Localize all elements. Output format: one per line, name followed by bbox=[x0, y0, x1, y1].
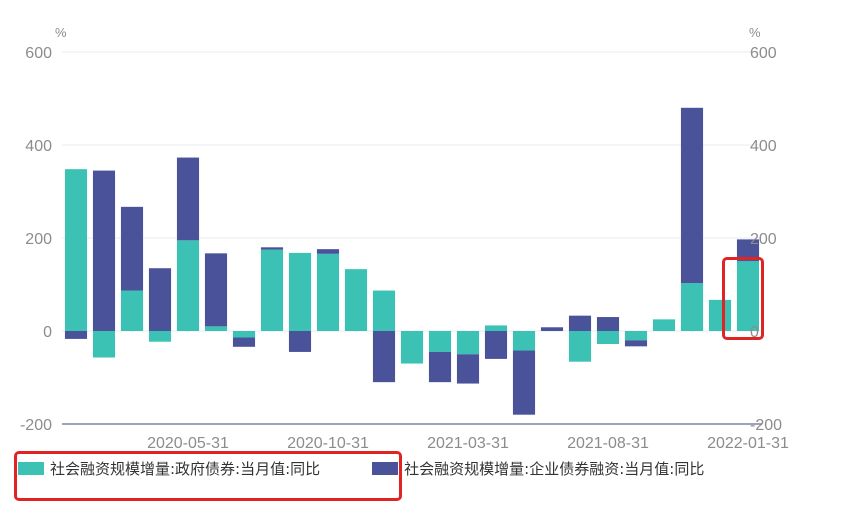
legend: 社会融资规模增量:政府债券:当月值:同比 社会融资规模增量:企业债券融资:当月值… bbox=[18, 458, 704, 479]
bar-government-bonds[interactable] bbox=[64, 169, 88, 331]
legend-item-government-bonds[interactable]: 社会融资规模增量:政府债券:当月值:同比 bbox=[18, 458, 320, 479]
bar-government-bonds[interactable] bbox=[92, 331, 116, 358]
bar-government-bonds[interactable] bbox=[456, 331, 480, 355]
bar-government-bonds[interactable] bbox=[288, 252, 312, 331]
y-tick-label-right: 400 bbox=[750, 138, 777, 155]
bar-government-bonds[interactable] bbox=[680, 283, 704, 331]
bar-corporate-bonds[interactable] bbox=[428, 351, 452, 383]
axes: -200 -200 0 0 200 200 400 400 600 600 2020-05-31 20… bbox=[20, 45, 789, 452]
bar-corporate-bonds[interactable] bbox=[176, 157, 200, 241]
bar-government-bonds[interactable] bbox=[596, 331, 620, 345]
x-tick-label: 2020-10-31 bbox=[287, 435, 369, 452]
bar-government-bonds[interactable] bbox=[232, 331, 256, 338]
x-tick-label: 2021-03-31 bbox=[427, 435, 509, 452]
bar-corporate-bonds[interactable] bbox=[372, 331, 396, 383]
bar-government-bonds[interactable] bbox=[568, 331, 592, 362]
bar-corporate-bonds[interactable] bbox=[260, 247, 284, 250]
bar-corporate-bonds[interactable] bbox=[92, 170, 116, 331]
x-tick-label: 2022-01-31 bbox=[707, 435, 789, 452]
bar-government-bonds[interactable] bbox=[176, 240, 200, 331]
y-tick-label-left: 600 bbox=[25, 45, 52, 62]
y-tick-label-right: -200 bbox=[750, 417, 782, 434]
right-unit-label: % bbox=[749, 25, 761, 40]
bar-government-bonds[interactable] bbox=[652, 319, 676, 331]
legend-item-corporate-bonds[interactable]: 社会融资规模增量:企业债券融资:当月值:同比 bbox=[372, 458, 704, 479]
bar-government-bonds[interactable] bbox=[372, 290, 396, 331]
bar-corporate-bonds[interactable] bbox=[596, 317, 620, 331]
bar-corporate-bonds[interactable] bbox=[204, 253, 228, 327]
legend-swatch-corporate-bonds bbox=[372, 462, 399, 475]
bar-government-bonds[interactable] bbox=[400, 331, 424, 364]
legend-highlight-box bbox=[14, 451, 402, 501]
y-tick-label-right: 0 bbox=[750, 324, 759, 341]
bar-government-bonds[interactable] bbox=[120, 290, 144, 331]
bar-corporate-bonds[interactable] bbox=[64, 331, 88, 339]
y-tick-label-left: 0 bbox=[43, 324, 52, 341]
bar-corporate-bonds[interactable] bbox=[624, 340, 648, 347]
bar-government-bonds[interactable] bbox=[484, 325, 508, 331]
x-tick-label: 2020-05-31 bbox=[147, 435, 229, 452]
y-tick-label-right: 200 bbox=[750, 231, 777, 248]
legend-label-corporate-bonds: 社会融资规模增量:企业债券融资:当月值:同比 bbox=[404, 460, 705, 478]
bar-government-bonds[interactable] bbox=[736, 261, 760, 331]
bar-government-bonds[interactable] bbox=[260, 249, 284, 331]
bar-corporate-bonds[interactable] bbox=[456, 354, 480, 384]
bars bbox=[64, 107, 760, 415]
y-tick-label-right: 600 bbox=[750, 45, 777, 62]
bar-government-bonds[interactable] bbox=[428, 331, 452, 352]
y-tick-label-left: 400 bbox=[25, 138, 52, 155]
bar-corporate-bonds[interactable] bbox=[232, 337, 256, 347]
bar-government-bonds[interactable] bbox=[624, 331, 648, 341]
bar-corporate-bonds[interactable] bbox=[148, 268, 172, 331]
x-tick-label: 2021-08-31 bbox=[567, 435, 649, 452]
legend-label-government-bonds: 社会融资规模增量:政府债券:当月值:同比 bbox=[50, 460, 321, 478]
bar-corporate-bonds[interactable] bbox=[680, 107, 704, 284]
legend-swatch-government-bonds bbox=[18, 462, 44, 475]
left-unit-label: % bbox=[55, 25, 67, 40]
bar-corporate-bonds[interactable] bbox=[568, 315, 592, 331]
bar-corporate-bonds[interactable] bbox=[512, 350, 536, 415]
bar-corporate-bonds[interactable] bbox=[316, 249, 340, 254]
bar-corporate-bonds[interactable] bbox=[288, 331, 312, 352]
last-bar-highlight-box bbox=[722, 257, 764, 340]
bar-government-bonds[interactable] bbox=[148, 331, 172, 342]
bar-corporate-bonds[interactable] bbox=[540, 327, 564, 331]
bar-government-bonds[interactable] bbox=[708, 299, 732, 331]
bar-government-bonds[interactable] bbox=[512, 331, 536, 351]
bar-government-bonds[interactable] bbox=[204, 326, 228, 331]
bar-government-bonds[interactable] bbox=[316, 253, 340, 331]
bar-corporate-bonds[interactable] bbox=[484, 331, 508, 359]
bar-corporate-bonds[interactable] bbox=[736, 239, 760, 262]
y-tick-label-left: 200 bbox=[25, 231, 52, 248]
bar-government-bonds[interactable] bbox=[344, 269, 368, 331]
y-tick-label-left: -200 bbox=[20, 417, 52, 434]
bar-corporate-bonds[interactable] bbox=[120, 206, 144, 291]
